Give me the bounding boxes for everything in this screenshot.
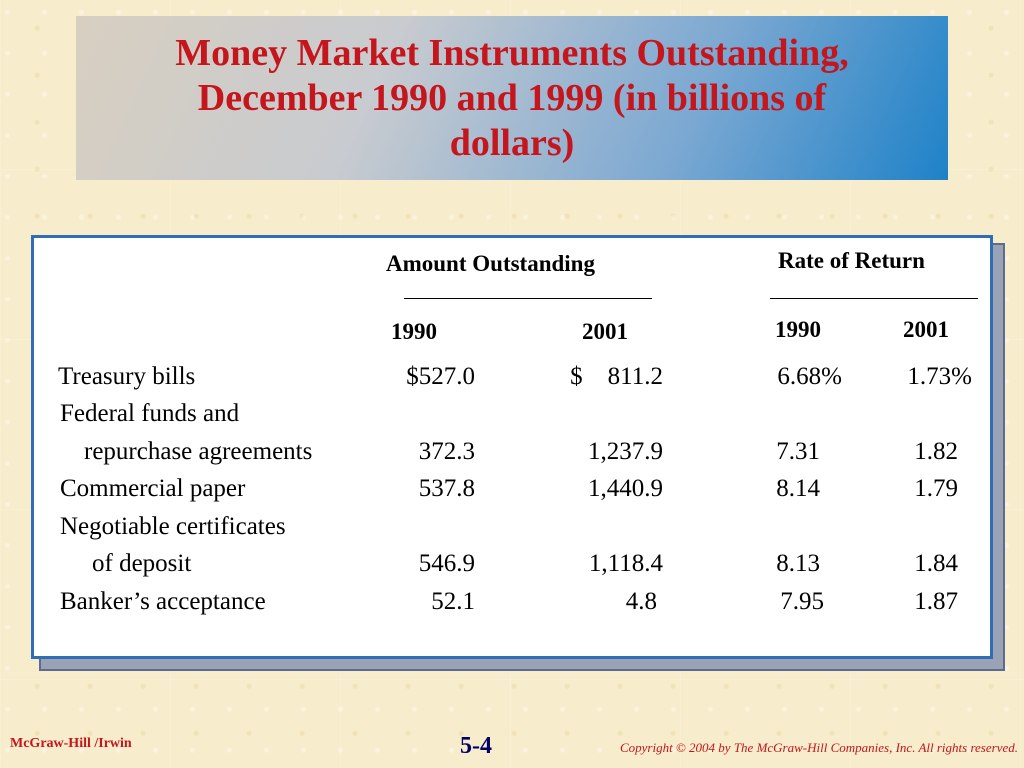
row-label: of deposit xyxy=(92,550,192,577)
cell-amount-1990: 537.8 xyxy=(418,475,475,502)
cell-rate-2001: 1.79 xyxy=(914,475,958,502)
cell-rate-2001: 1.84 xyxy=(914,550,958,577)
cell-amount-2001: 4.8 xyxy=(625,588,657,615)
cell-amount-2001: 1,237.9 xyxy=(588,438,663,465)
header-rate-of-return: Rate of Return xyxy=(778,248,925,273)
cell-amount-2001: 1,118.4 xyxy=(588,550,663,577)
header-rate-1990: 1990 xyxy=(775,317,821,342)
header-rule-rate xyxy=(770,298,978,299)
cell-rate-1990: 8.14 xyxy=(776,475,820,502)
cell-rate-2001: 1.87 xyxy=(914,588,958,615)
publisher-name: McGraw-Hill /Irwin xyxy=(10,736,132,751)
cell-amount-2001: $ 811.2 xyxy=(570,363,663,390)
cell-rate-2001: 1.82 xyxy=(914,438,958,465)
cell-amount-1990: 372.3 xyxy=(418,438,475,465)
cell-rate-1990: 7.31 xyxy=(776,438,820,465)
cell-amount-1990: 546.9 xyxy=(418,550,475,577)
row-label: Commercial paper xyxy=(60,475,246,502)
header-amount-outstanding: Amount Outstanding xyxy=(386,251,595,276)
cell-amount-1990: 52.1 xyxy=(431,588,475,615)
row-label: Negotiable certificates xyxy=(60,513,286,540)
cell-amount-1990: $527.0 xyxy=(406,363,475,390)
row-label: repurchase agreements xyxy=(84,438,313,465)
header-amount-2001: 2001 xyxy=(582,319,628,344)
header-amount-1990: 1990 xyxy=(391,319,437,344)
slide-number: 5-4 xyxy=(460,733,492,759)
title-banner: Money Market Instruments Outstanding, De… xyxy=(76,16,948,180)
row-label: Treasury bills xyxy=(58,363,196,390)
header-rule-amount xyxy=(404,298,652,299)
copyright-notice: Copyright © 2004 by The McGraw-Hill Comp… xyxy=(619,740,1018,755)
header-rate-2001: 2001 xyxy=(903,317,949,342)
row-label: Federal funds and xyxy=(60,400,240,427)
row-label: Banker’s acceptance xyxy=(60,588,266,615)
cell-rate-1990: 8.13 xyxy=(776,550,820,577)
slide-title: Money Market Instruments Outstanding, De… xyxy=(175,31,849,164)
cell-rate-1990: 6.68% xyxy=(777,363,842,390)
cell-rate-2001: 1.73% xyxy=(907,363,972,390)
data-table: Amount Outstanding Rate of Return 1990 2… xyxy=(31,235,993,659)
cell-rate-1990: 7.95 xyxy=(780,588,824,615)
cell-amount-2001: 1,440.9 xyxy=(588,475,663,502)
